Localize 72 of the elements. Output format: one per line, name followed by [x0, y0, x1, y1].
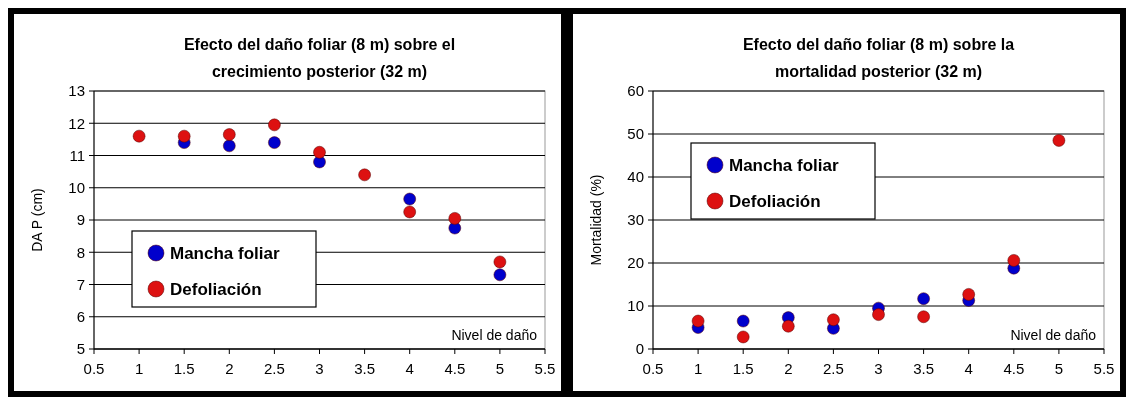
y-tick-label: 11 [69, 146, 85, 164]
legend-label: Mancha foliar [729, 156, 839, 175]
point [313, 145, 326, 159]
point [872, 308, 885, 322]
y-tick-label: 40 [627, 168, 644, 186]
x-tick-label: 1 [134, 360, 144, 377]
point [403, 205, 417, 219]
legend-label: Defoliación [170, 280, 262, 299]
x-tick-label: 2.5 [263, 360, 285, 377]
y-tick-label: 10 [627, 297, 644, 315]
legend-label: Mancha foliar [170, 244, 280, 263]
y-tick-label: 9 [76, 211, 85, 229]
point [403, 192, 417, 206]
y-tick-label: 20 [627, 254, 644, 272]
y-tick-label: 50 [627, 125, 644, 143]
point [781, 319, 795, 333]
y-axis-title: Mortalidad (%) [588, 174, 604, 266]
point [358, 168, 372, 182]
point [493, 268, 507, 282]
point [493, 255, 507, 269]
point [962, 287, 976, 301]
x-tick-label: 4 [405, 360, 414, 377]
x-tick-label: 4.5 [444, 360, 466, 377]
x-tick-label: 2 [784, 360, 793, 377]
x-tick-label: 3.5 [354, 360, 376, 377]
x-tick-label: 2 [225, 360, 234, 377]
point [736, 314, 750, 328]
legend-label: Defoliación [729, 192, 821, 211]
x-tick-label: 0.5 [642, 360, 664, 377]
x-tick-label: 5.5 [1093, 360, 1115, 377]
x-tick-label: 3.5 [913, 360, 935, 377]
x-tick-label: 2.5 [822, 360, 844, 377]
x-tick-label: 1 [693, 360, 703, 377]
x-tick-label: 5.5 [534, 360, 556, 377]
x-tick-label: 3 [874, 360, 883, 377]
y-tick-label: 0 [635, 340, 644, 358]
point [1052, 133, 1066, 147]
point [267, 118, 281, 132]
point [177, 129, 191, 143]
y-tick-label: 6 [76, 308, 85, 325]
y-tick-label: 13 [68, 82, 85, 100]
point [267, 136, 281, 150]
x-tick-label: 1.5 [173, 360, 195, 377]
x-tick-label: 0.5 [83, 360, 105, 377]
x-tick-label: 4.5 [1003, 360, 1025, 377]
point [826, 313, 840, 327]
point [222, 139, 236, 153]
point [917, 292, 931, 306]
point [691, 314, 705, 328]
point [1007, 253, 1021, 267]
y-tick-label: 30 [627, 211, 644, 229]
x-tick-label: 1.5 [732, 360, 754, 377]
x-axis-title: Nivel de daño [1010, 327, 1097, 343]
point [448, 211, 462, 225]
x-tick-label: 3 [315, 360, 324, 377]
point [222, 128, 236, 142]
y-tick-label: 8 [76, 243, 85, 261]
y-tick-label: 5 [76, 340, 85, 358]
x-tick-label: 4 [964, 360, 973, 377]
y-axis-title: DA P (cm) [29, 188, 45, 252]
y-tick-label: 12 [68, 114, 85, 132]
chart-title: Efecto del daño foliar (8 m) sobre la mortalidad posterior (32 m) [742, 36, 1015, 80]
y-tick-label: 60 [627, 82, 644, 100]
point [132, 129, 146, 143]
point [917, 310, 931, 324]
chart-title: Efecto del daño foliar (8 m) sobre el crecimiento posterior (32 m) [183, 36, 456, 80]
x-tick-label: 5 [1054, 360, 1064, 377]
y-tick-label: 10 [68, 179, 85, 196]
x-tick-label: 5 [495, 360, 505, 377]
x-axis-title: Nivel de daño [451, 327, 538, 343]
y-tick-label: 7 [76, 275, 85, 293]
point [736, 330, 750, 344]
